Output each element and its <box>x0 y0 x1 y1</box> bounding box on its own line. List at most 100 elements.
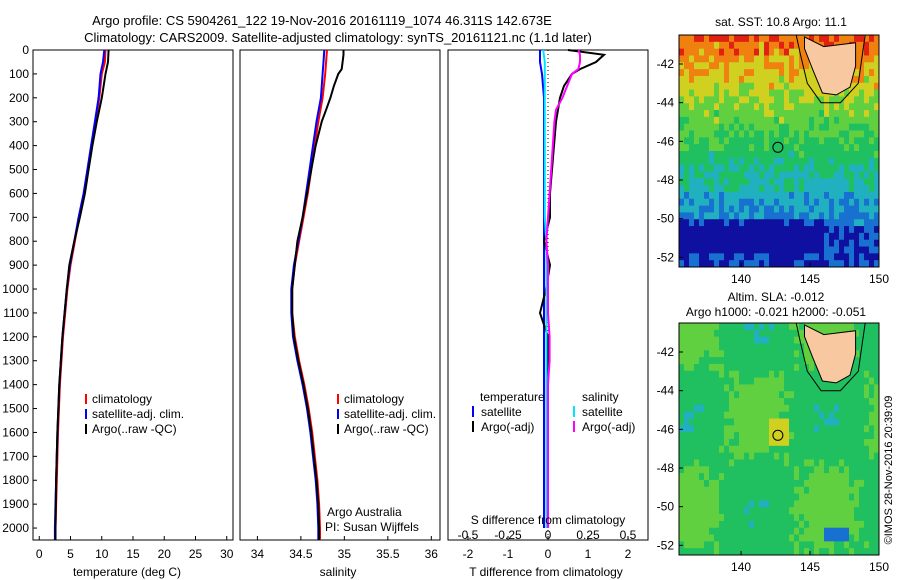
sla-field-cell <box>699 534 705 542</box>
sst-field-cell <box>739 226 745 234</box>
sst-field-cell <box>834 226 840 234</box>
sst-field-cell <box>829 198 835 206</box>
sla-field-cell <box>679 363 685 372</box>
sla-field-cell <box>779 473 785 481</box>
sst-field-cell <box>699 82 705 90</box>
sla-field-cell <box>719 493 725 501</box>
sst-field-cell <box>739 55 745 63</box>
sla-field-cell <box>804 452 810 460</box>
sla-field-cell <box>759 548 765 556</box>
sla-field-cell <box>854 363 860 372</box>
sst-field-cell <box>679 96 685 104</box>
sst-field-cell <box>719 260 725 268</box>
sst-field-cell <box>734 123 740 131</box>
sst-field-cell <box>714 103 720 111</box>
sla-field-cell <box>704 411 710 419</box>
sla-field-cell <box>849 398 855 406</box>
sst-field-cell <box>704 246 710 254</box>
sst-field-cell <box>874 89 880 97</box>
sla-field-cell <box>819 384 825 392</box>
sla-field-cell <box>749 350 755 358</box>
sla-field-cell <box>734 329 740 338</box>
sst-field-cell <box>729 260 735 268</box>
sst-field-cell <box>694 219 700 227</box>
sla-field-cell <box>824 329 830 338</box>
sst-field-cell <box>729 239 735 247</box>
temperature-x-label: temperature (deg C) <box>73 565 181 579</box>
temperature-tick-label: 10 <box>95 547 109 561</box>
sla-field-cell <box>839 527 845 535</box>
sla-field-cell <box>709 466 715 474</box>
sla-field-cell <box>679 432 685 440</box>
sla-field-cell <box>794 466 800 474</box>
sst-field-cell <box>799 144 805 152</box>
sst-field-cell <box>734 253 740 261</box>
sla-field-cell <box>874 439 880 447</box>
sla-field-cell <box>819 548 825 556</box>
sla-field-cell <box>719 350 725 358</box>
sst-field-cell <box>729 48 735 56</box>
sst-field-cell <box>844 35 850 43</box>
sla-field-cell <box>724 473 730 481</box>
sla-field-cell <box>864 343 870 351</box>
sst-field-cell <box>684 110 690 118</box>
sla-map-ticks: 140 145 150-42-44-46-48-50-52 <box>657 345 890 574</box>
sla-field-cell <box>839 514 845 522</box>
sst-field-cell <box>779 75 785 84</box>
sst-field-cell <box>789 157 795 166</box>
sla-field-cell <box>849 534 855 542</box>
sst-field-cell <box>819 205 825 213</box>
sla-field-cell <box>719 363 725 372</box>
sla-field-cell <box>699 357 705 365</box>
sla-field-cell <box>864 486 870 494</box>
sst-field-cell <box>794 62 800 70</box>
depth-tick-label: 1400 <box>2 378 29 392</box>
sst-field-cell <box>869 185 875 193</box>
sst-field-cell <box>679 260 685 268</box>
sla-field-cell <box>874 432 880 440</box>
sst-field-cell <box>854 191 860 200</box>
depth-tick-label: 200 <box>9 91 29 105</box>
sst-field-cell <box>704 226 710 234</box>
sst-field-cell <box>739 48 745 56</box>
sla-field-cell <box>739 493 745 501</box>
sst-field-cell <box>819 164 825 172</box>
sst-field-cell <box>784 123 790 131</box>
sla-field-cell <box>679 452 685 460</box>
sla-field-cell <box>679 527 685 535</box>
sst-field-cell <box>704 171 710 179</box>
sst-field-cell <box>744 219 750 227</box>
sst-field-cell <box>714 75 720 84</box>
sla-field-cell <box>794 452 800 460</box>
salinity-tick-label: 36 <box>425 547 439 561</box>
sla-field-cell <box>709 336 715 344</box>
sla-field-cell <box>759 500 765 508</box>
sst-field-cell <box>714 205 720 213</box>
salinity-x-ticks: 34 34.5 35 35.5 36 <box>251 536 439 561</box>
sla-field-cell <box>709 452 715 460</box>
sst-field-cell <box>804 151 810 159</box>
sst-field-cell <box>794 144 800 152</box>
sst-field-cell <box>874 171 880 179</box>
sst-field-cell <box>709 164 715 172</box>
sst-field-cell <box>804 55 810 63</box>
sla-field-cell <box>739 391 745 399</box>
sla-field-cell <box>714 432 720 440</box>
sla-field-cell <box>779 541 785 549</box>
sla-field-cell <box>734 363 740 372</box>
sla-field-cell <box>774 384 780 392</box>
sla-field-cell <box>874 418 880 426</box>
sla-field-cell <box>724 486 730 494</box>
sst-field-cell <box>869 164 875 172</box>
sst-field-cell <box>844 205 850 213</box>
sst-field-cell <box>789 123 795 131</box>
sla-field-cell <box>754 398 760 406</box>
sla-field-cell <box>704 541 710 549</box>
sla-field-cell <box>779 432 785 440</box>
sst-field-cell <box>734 246 740 254</box>
sla-field-cell <box>799 541 805 549</box>
sla-field-cell <box>734 486 740 494</box>
sst-field-cell <box>714 55 720 63</box>
sla-field-cell <box>779 343 785 351</box>
sla-field-cell <box>864 425 870 433</box>
